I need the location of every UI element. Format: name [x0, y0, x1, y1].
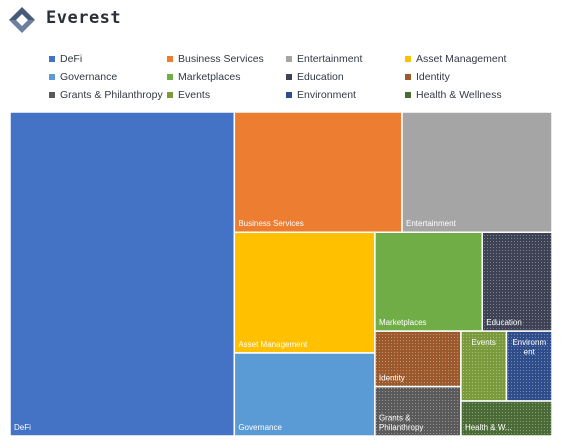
legend-label: Health & Wellness	[416, 89, 502, 101]
treemap-rect	[374, 385, 462, 437]
treemap-rect	[505, 330, 553, 402]
legend-label: Identity	[416, 71, 450, 83]
treemap-tile-marketplaces[interactable]: Marketplaces	[374, 231, 483, 332]
treemap-rect	[374, 231, 483, 332]
legend-swatch	[286, 74, 292, 80]
legend-label: Governance	[60, 71, 118, 83]
treemap-chart: DeFi Business Services Entertainment Asset …	[9, 111, 553, 437]
app-header: Everest	[0, 0, 563, 42]
treemap-rect	[460, 400, 553, 437]
treemap-rect	[233, 111, 403, 233]
treemap-tile-entertainment[interactable]: Entertainment	[401, 111, 553, 233]
legend-swatch	[405, 56, 411, 62]
treemap-tile-health-and-wellness[interactable]: Health & W...	[460, 400, 553, 437]
treemap-tile-identity[interactable]: Identity	[374, 330, 462, 388]
treemap-rect	[233, 352, 376, 437]
treemap-label: Governance	[238, 423, 282, 432]
legend-swatch	[286, 92, 292, 98]
legend-swatch	[167, 74, 173, 80]
legend-swatch	[49, 92, 55, 98]
legend-label: Entertainment	[297, 53, 363, 65]
legend-swatch	[167, 92, 173, 98]
treemap-rect	[233, 231, 376, 354]
legend-label: Education	[297, 71, 344, 83]
treemap-label: DeFi	[14, 423, 31, 432]
treemap-label: Environm ent	[512, 338, 546, 357]
treemap-label: Asset Management	[238, 340, 308, 349]
legend-label: Grants & Philanthropy	[60, 89, 163, 101]
treemap-tile-environment[interactable]: Environm ent	[505, 330, 553, 402]
legend-label: Asset Management	[416, 53, 507, 65]
treemap-tile-education[interactable]: Education	[481, 231, 553, 332]
legend-swatch	[49, 56, 55, 62]
legend-label: Business Services	[178, 53, 264, 65]
legend-label: Events	[178, 89, 211, 101]
legend-label: Environment	[297, 89, 356, 101]
treemap-label: Marketplaces	[379, 318, 427, 327]
treemap-rect	[460, 330, 508, 402]
legend-swatch	[286, 56, 292, 62]
brand-name[interactable]: Everest	[46, 8, 122, 28]
treemap-label: Education	[486, 318, 522, 327]
treemap-tile-defi[interactable]: DeFi	[9, 111, 236, 437]
treemap-rect	[374, 330, 462, 388]
treemap-tile-grants-and-philanthropy[interactable]: Grants & Philanthropy	[374, 385, 462, 437]
treemap-tile-asset-management[interactable]: Asset Management	[233, 231, 376, 354]
everest-logo-icon[interactable]	[8, 6, 36, 34]
treemap-rect	[481, 231, 553, 332]
legend-swatch	[49, 74, 55, 80]
legend-swatch	[405, 92, 411, 98]
treemap-label: Grants & Philanthropy	[379, 414, 423, 433]
treemap-tile-events[interactable]: Events	[460, 330, 508, 402]
legend-label: DeFi	[60, 53, 83, 65]
treemap-rect	[9, 111, 236, 437]
treemap-label: Entertainment	[406, 219, 457, 228]
treemap-label: Events	[471, 338, 495, 347]
legend-label: Marketplaces	[178, 71, 241, 83]
treemap-tile-governance[interactable]: Governance	[233, 352, 376, 437]
treemap-rect	[401, 111, 553, 233]
legend-swatch	[167, 56, 173, 62]
legend-swatch	[405, 74, 411, 80]
treemap-label: Health & W...	[465, 423, 512, 432]
treemap-label: Identity	[379, 374, 405, 383]
treemap-label: Business Services	[238, 219, 303, 228]
treemap-tile-business-services[interactable]: Business Services	[233, 111, 403, 233]
